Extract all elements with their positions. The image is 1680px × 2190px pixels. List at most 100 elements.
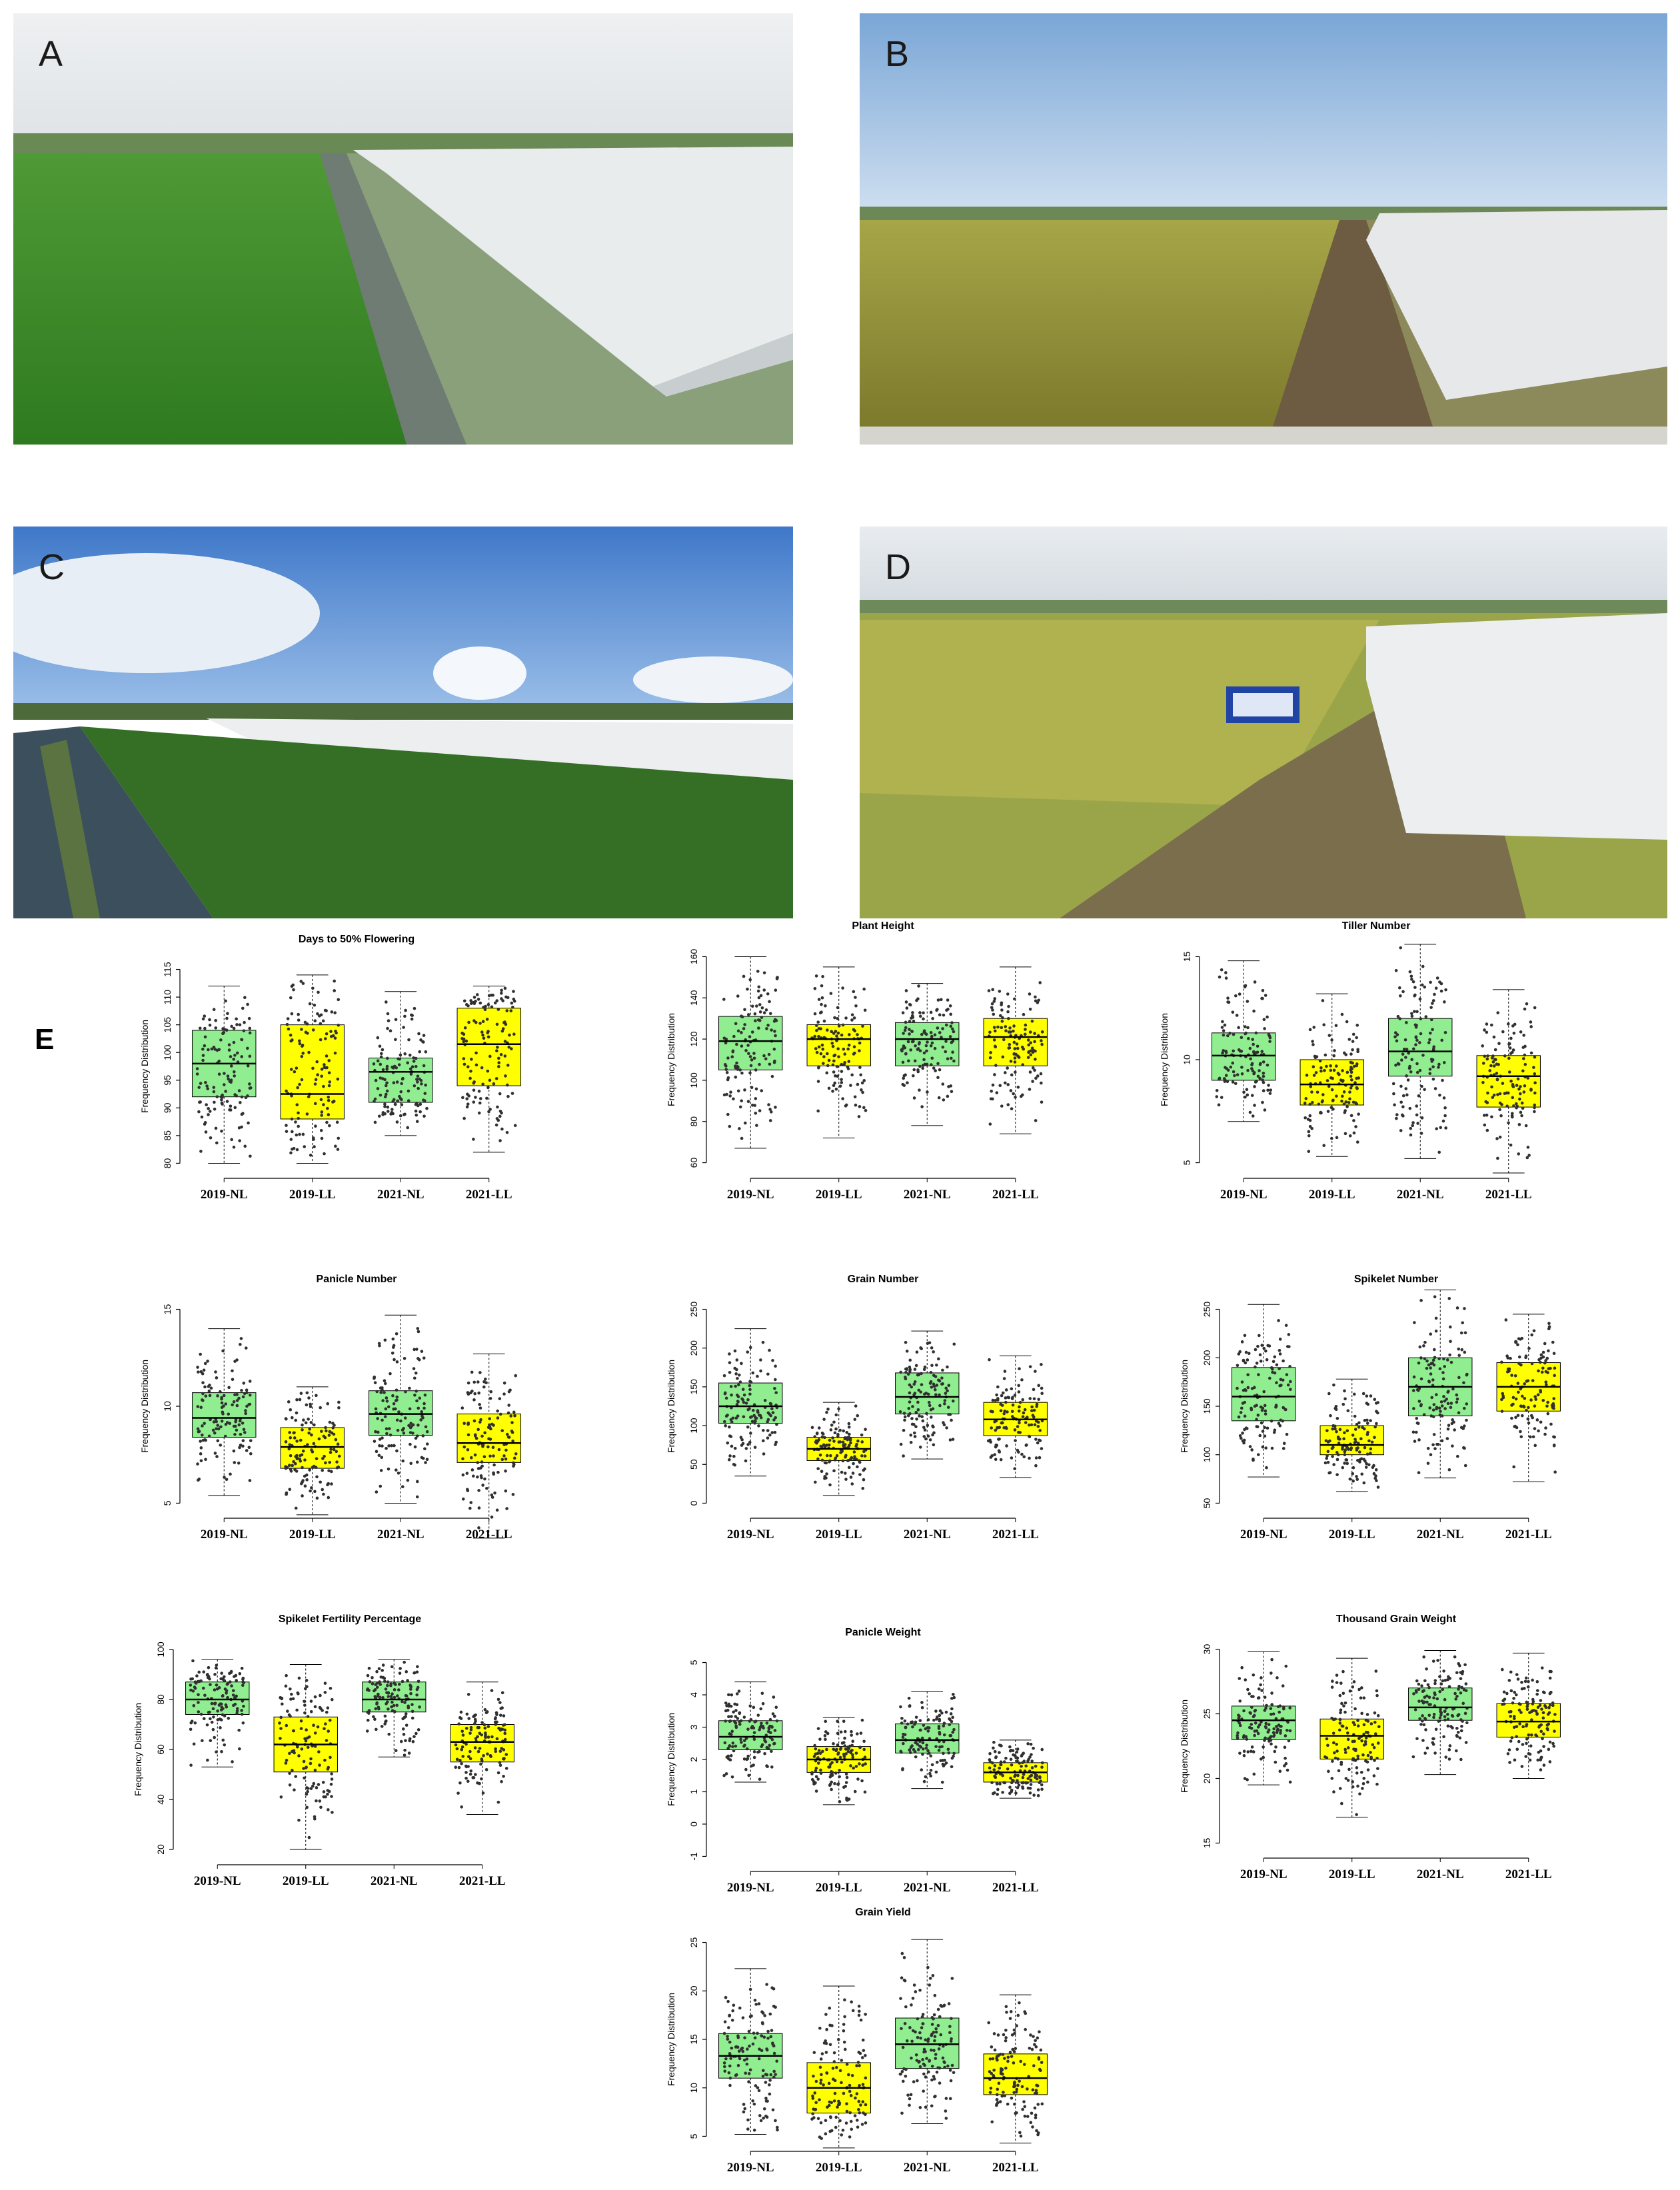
data-point xyxy=(724,1041,728,1045)
data-point xyxy=(941,1027,944,1030)
data-point xyxy=(1269,1366,1273,1370)
data-point xyxy=(409,1442,412,1446)
data-point xyxy=(757,1424,760,1428)
jitter-points xyxy=(810,974,868,1118)
data-point xyxy=(1261,1100,1264,1104)
data-point xyxy=(1443,1114,1447,1118)
data-point xyxy=(1252,1673,1256,1677)
data-point xyxy=(496,1105,499,1109)
data-point xyxy=(241,1422,245,1425)
data-point xyxy=(226,1681,230,1685)
data-point xyxy=(490,1005,494,1009)
data-point xyxy=(391,1108,394,1111)
data-point xyxy=(1355,1475,1358,1478)
data-point xyxy=(816,1109,820,1113)
data-point xyxy=(204,1130,208,1134)
data-point xyxy=(1279,1729,1283,1732)
data-point xyxy=(935,1008,938,1012)
data-point xyxy=(1492,1035,1496,1039)
data-point xyxy=(407,1089,411,1093)
data-point xyxy=(722,1093,726,1097)
data-point xyxy=(857,1115,861,1118)
data-point xyxy=(466,1381,470,1385)
data-point xyxy=(288,1771,291,1775)
data-point xyxy=(1020,1378,1024,1382)
data-point xyxy=(1520,1114,1523,1118)
data-point xyxy=(768,1012,772,1016)
data-point xyxy=(299,980,303,983)
data-point xyxy=(279,1795,283,1799)
data-point xyxy=(482,1385,486,1389)
data-point xyxy=(1343,1448,1347,1452)
data-point xyxy=(502,1774,505,1778)
data-point xyxy=(201,1058,205,1062)
data-point xyxy=(473,1453,477,1457)
data-point xyxy=(381,1695,385,1699)
data-point xyxy=(223,1476,226,1479)
data-point xyxy=(1492,1064,1496,1068)
data-point xyxy=(1551,1340,1555,1344)
data-point xyxy=(1252,1052,1256,1056)
data-point xyxy=(302,1759,306,1763)
data-point xyxy=(501,1027,505,1030)
data-point xyxy=(1006,992,1010,996)
data-point xyxy=(951,1027,954,1031)
data-point xyxy=(1004,1029,1008,1032)
data-point xyxy=(291,1768,294,1772)
data-point xyxy=(1263,1409,1267,1413)
data-point xyxy=(462,1057,466,1060)
data-point xyxy=(422,1034,426,1037)
data-point xyxy=(752,1726,756,1730)
data-point xyxy=(1358,1792,1361,1795)
data-point xyxy=(289,1138,293,1141)
data-point xyxy=(333,1051,337,1055)
data-point xyxy=(513,1124,517,1128)
data-point xyxy=(822,1019,826,1023)
data-point xyxy=(239,1444,243,1447)
data-point xyxy=(291,983,295,987)
data-point xyxy=(845,1798,848,1801)
data-point xyxy=(849,1441,852,1445)
data-point xyxy=(1420,983,1424,987)
data-point xyxy=(469,1456,473,1460)
data-point xyxy=(510,1431,514,1434)
data-point xyxy=(1260,1421,1263,1425)
data-point xyxy=(1413,1010,1416,1013)
data-point xyxy=(413,1348,416,1352)
data-point xyxy=(207,1665,211,1669)
data-point xyxy=(1401,1114,1405,1118)
data-point xyxy=(1355,1478,1359,1482)
data-point xyxy=(510,1092,514,1095)
data-point xyxy=(852,1457,856,1461)
data-point xyxy=(1261,1430,1265,1433)
data-point xyxy=(309,1761,313,1765)
data-point xyxy=(1373,1425,1377,1429)
data-point xyxy=(843,1061,846,1064)
data-point xyxy=(387,1019,391,1022)
data-point xyxy=(504,1753,508,1756)
data-point xyxy=(279,1727,283,1730)
data-point xyxy=(1277,1348,1281,1352)
x-tick-label: 2019-NL xyxy=(201,1188,248,1202)
data-point xyxy=(951,1715,954,1719)
data-point xyxy=(1456,1454,1459,1458)
data-point xyxy=(1411,1430,1415,1434)
data-point xyxy=(1519,1085,1522,1088)
data-point xyxy=(815,1050,819,1054)
data-point xyxy=(1311,1100,1314,1104)
data-point xyxy=(813,1743,816,1747)
data-point xyxy=(838,1084,842,1088)
data-point xyxy=(197,1110,201,1114)
data-point xyxy=(1434,1727,1438,1731)
data-point xyxy=(462,999,466,1003)
data-point xyxy=(313,1705,317,1709)
data-point xyxy=(1252,1772,1256,1776)
data-point xyxy=(756,970,760,973)
data-point xyxy=(235,1393,239,1396)
data-point xyxy=(732,1710,735,1714)
data-point xyxy=(1335,1094,1338,1098)
data-point xyxy=(334,1144,337,1148)
data-point xyxy=(1510,1112,1514,1116)
data-point xyxy=(288,1431,291,1434)
data-point xyxy=(319,1128,323,1132)
